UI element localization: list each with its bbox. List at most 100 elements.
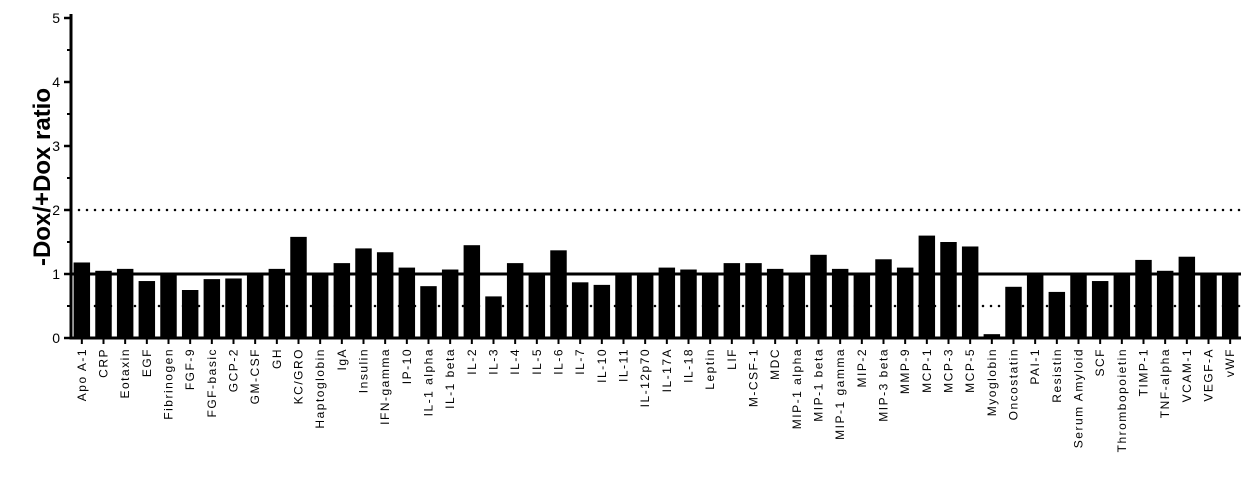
bar (420, 286, 437, 338)
x-tick-label: TNF-alpha (1158, 348, 1172, 418)
bar (485, 296, 502, 338)
x-tick-label: GH (270, 348, 284, 369)
x-tick-label: IL-11 (617, 348, 631, 382)
bar (1200, 274, 1217, 338)
bar (940, 242, 957, 338)
y-tick-label: 3 (52, 138, 60, 154)
x-tick-label: Myoglobin (985, 348, 999, 416)
x-tick-label: IL-1 alpha (422, 348, 436, 416)
x-tick-label: VCAM-1 (1180, 348, 1194, 402)
bar (680, 269, 697, 338)
x-tick-label: IL-12p70 (638, 348, 652, 407)
bar (181, 290, 199, 338)
x-tick-label: IL-5 (530, 348, 544, 375)
x-tick-label: FGF-9 (183, 348, 197, 390)
bars-group (73, 235, 1239, 338)
bar (658, 267, 676, 338)
x-tick-label: SCF (1093, 348, 1107, 377)
bar (766, 268, 784, 338)
bar (355, 248, 372, 338)
bar (853, 274, 871, 338)
bar (615, 274, 632, 338)
x-tick-label: TIMP-1 (1137, 348, 1151, 396)
x-tick-label: MIP-2 (855, 348, 869, 388)
x-tick-label: IgA (335, 348, 349, 371)
x-tick-label: IL-7 (573, 348, 587, 375)
x-tick-label: GM-CSF (248, 348, 262, 404)
x-tick-label: Insulin (357, 348, 371, 393)
bar (701, 274, 719, 338)
bar (311, 274, 329, 338)
bar (506, 263, 524, 338)
bar (398, 267, 416, 338)
x-tick-label: IL-3 (487, 348, 501, 375)
x-tick-label: Apo A-1 (75, 348, 89, 401)
bar (441, 269, 459, 338)
bar (290, 236, 307, 338)
x-tick-label: FGF-basic (205, 348, 219, 418)
y-axis: 0 1 2 3 4 5 (52, 10, 73, 346)
bar (333, 263, 351, 338)
x-tick-label: EGF (140, 348, 154, 377)
x-tick-label: MCP-1 (920, 348, 934, 393)
x-tick-label: MCP-3 (942, 348, 956, 393)
bar (875, 259, 892, 338)
x-tick-label: IL-2 (465, 348, 479, 375)
x-tick-label: IFN-gamma (378, 348, 392, 425)
bar (376, 252, 394, 338)
x-tick-label: Serum Amyloid (1072, 348, 1086, 448)
x-tick-label: MIP-1 alpha (790, 348, 804, 429)
x-tick-label: CRP (97, 348, 111, 378)
x-tick-label: IL-17A (660, 348, 674, 392)
x-tick-label: IL-1 beta (443, 348, 457, 409)
bar (1135, 259, 1152, 338)
x-tick-label: IL-6 (552, 348, 566, 375)
x-tick-label: GCP-2 (227, 348, 241, 392)
bar (810, 254, 827, 338)
y-axis-title: -Dox/+Dox ratio (29, 88, 56, 266)
x-tick-label: MCP-5 (963, 348, 977, 393)
x-tick-label: VEGF-A (1202, 348, 1216, 402)
x-tick-label: Resistin (1050, 348, 1064, 403)
x-tick-label: LIF (725, 348, 739, 370)
bar (983, 334, 1001, 338)
bar (918, 235, 936, 338)
bar (593, 284, 611, 338)
x-tick-label: MMP-9 (898, 348, 912, 394)
x-tick-label: Eotaxin (118, 348, 132, 399)
x-tick-label: IP-10 (400, 348, 414, 384)
y-tick-label: 4 (52, 74, 60, 90)
x-tick-label: Fibrinogen (162, 348, 176, 420)
y-tick-label: 1 (52, 266, 60, 282)
bar (1156, 270, 1174, 338)
bar (1070, 274, 1087, 338)
bar (550, 250, 567, 338)
bar (788, 274, 806, 338)
bar (723, 263, 741, 338)
bar (73, 262, 91, 338)
x-tick-label: MIP-3 beta (877, 348, 891, 422)
bar (896, 267, 914, 338)
bar (1221, 274, 1239, 338)
bar (463, 245, 481, 338)
bar (246, 272, 264, 338)
y-tick-label: 5 (52, 10, 60, 26)
bar (961, 246, 979, 338)
x-tick-label: Oncostatin (1007, 348, 1021, 420)
x-tick-label: PAI-1 (1028, 348, 1042, 385)
bar (1005, 286, 1022, 338)
x-tick-label: KC/GRO (292, 348, 306, 404)
x-tick-label: IL-4 (508, 348, 522, 375)
bar (745, 263, 762, 338)
x-tick-label: MIP-1 beta (812, 348, 826, 422)
bar (116, 268, 134, 338)
x-tick-label: vWF (1223, 348, 1237, 377)
bar (1091, 281, 1109, 338)
bar (636, 274, 654, 338)
x-tick-label: Thrombopoietin (1115, 348, 1129, 452)
x-tick-label: Haptoglobin (313, 348, 327, 429)
bar (528, 274, 546, 338)
bar (268, 268, 286, 338)
x-tick-label: Leptin (703, 348, 717, 390)
